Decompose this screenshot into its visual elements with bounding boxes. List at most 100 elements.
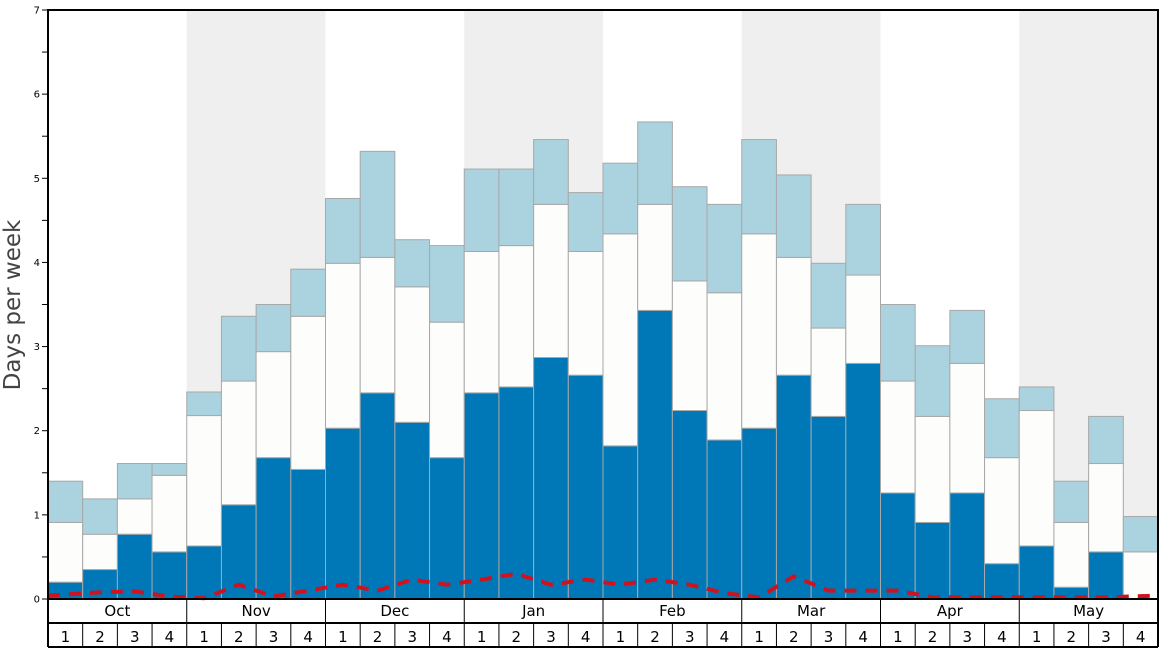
bar-segment-2 bbox=[255, 351, 292, 459]
bar-segment-2 bbox=[775, 256, 812, 376]
week-label: 2 bbox=[95, 628, 105, 646]
bar-segment-3 bbox=[775, 174, 812, 258]
bar-segment-2 bbox=[706, 292, 743, 441]
bar-segment-1 bbox=[463, 392, 500, 600]
y-tick-label: 7 bbox=[34, 6, 40, 17]
bar-segment-3 bbox=[325, 197, 361, 264]
month-label: May bbox=[1073, 602, 1104, 620]
bar-segment-2 bbox=[741, 233, 777, 429]
bar-segment-1 bbox=[914, 521, 951, 600]
bar-segment-1 bbox=[325, 427, 361, 600]
bar-segment-3 bbox=[394, 239, 431, 288]
month-label: Jan bbox=[521, 602, 545, 620]
bar-segment-3 bbox=[498, 168, 535, 247]
week-label: 4 bbox=[858, 628, 868, 646]
bar-segment-3 bbox=[602, 162, 639, 235]
week-label: 1 bbox=[1032, 628, 1042, 646]
bar-segment-1 bbox=[186, 545, 222, 600]
bar-segment-1 bbox=[1018, 545, 1055, 600]
bar-segment-2 bbox=[186, 415, 222, 547]
bar-segment-3 bbox=[706, 203, 743, 294]
bar-segment-2 bbox=[810, 327, 847, 417]
week-label: 4 bbox=[997, 628, 1007, 646]
bar-segment-3 bbox=[82, 498, 118, 535]
month-label: Mar bbox=[797, 602, 826, 620]
bar-segment-2 bbox=[82, 533, 118, 571]
week-label: 1 bbox=[754, 628, 764, 646]
bar-segment-1 bbox=[741, 427, 777, 600]
week-label: 3 bbox=[546, 628, 556, 646]
bar-segment-2 bbox=[325, 262, 361, 429]
y-tick-label: 5 bbox=[34, 174, 40, 185]
bar-segment-3 bbox=[1122, 516, 1159, 553]
bar-segment-2 bbox=[290, 315, 326, 470]
bar-segment-3 bbox=[429, 245, 465, 323]
week-label: 1 bbox=[893, 628, 903, 646]
bar-segment-2 bbox=[671, 280, 708, 412]
bar-segment-2 bbox=[220, 380, 257, 506]
bar-segment-2 bbox=[394, 286, 431, 423]
bar-segment-3 bbox=[880, 304, 916, 382]
bar-segment-1 bbox=[116, 533, 153, 600]
bar-segment-1 bbox=[567, 374, 604, 600]
trend-line bbox=[47, 571, 1159, 601]
y-tick-label: 0 bbox=[34, 595, 40, 606]
week-label: 4 bbox=[165, 628, 175, 646]
bar-segment-2 bbox=[914, 415, 951, 523]
bar-segment-1 bbox=[984, 563, 1020, 600]
bar-segment-3 bbox=[567, 192, 604, 252]
bar-segment-3 bbox=[116, 463, 153, 500]
week-label: 1 bbox=[616, 628, 626, 646]
y-axis-title: Days per week bbox=[0, 219, 26, 390]
bar-segment-1 bbox=[845, 362, 881, 600]
week-label: 3 bbox=[1101, 628, 1111, 646]
y-tick-label: 6 bbox=[34, 90, 40, 101]
bar-segment-3 bbox=[533, 139, 569, 205]
bars bbox=[47, 121, 1159, 600]
bar-segment-1 bbox=[671, 410, 708, 600]
week-label: 2 bbox=[928, 628, 938, 646]
bar-segment-1 bbox=[1088, 551, 1124, 600]
week-label: 3 bbox=[130, 628, 140, 646]
week-label: 2 bbox=[373, 628, 383, 646]
bar-segment-1 bbox=[82, 569, 118, 600]
bar-segment-3 bbox=[290, 268, 326, 317]
week-label: 3 bbox=[685, 628, 695, 646]
y-tick-label: 3 bbox=[34, 342, 40, 353]
y-tick-label: 1 bbox=[34, 510, 40, 521]
bar-segment-3 bbox=[255, 304, 292, 353]
bar-segment-3 bbox=[741, 139, 777, 235]
bar-segment-1 bbox=[429, 457, 465, 600]
bar-segment-2 bbox=[151, 474, 188, 553]
week-label: 1 bbox=[199, 628, 209, 646]
bar-segment-2 bbox=[637, 203, 673, 311]
week-label: 4 bbox=[303, 628, 313, 646]
bar-segment-1 bbox=[290, 468, 326, 600]
week-label: 4 bbox=[720, 628, 730, 646]
bar-segment-3 bbox=[637, 121, 673, 205]
week-label: 2 bbox=[1067, 628, 1077, 646]
bar-segment-2 bbox=[845, 274, 881, 364]
bar-segment-2 bbox=[1122, 551, 1159, 600]
bar-segment-2 bbox=[498, 245, 535, 388]
bar-segment-3 bbox=[186, 391, 222, 417]
bar-segment-3 bbox=[463, 168, 500, 252]
bar-segment-1 bbox=[775, 374, 812, 600]
bar-segment-3 bbox=[845, 203, 881, 276]
month-label: Nov bbox=[241, 602, 270, 620]
bar-segment-3 bbox=[984, 398, 1020, 459]
week-label: 3 bbox=[824, 628, 834, 646]
bar-segment-3 bbox=[671, 186, 708, 282]
month-label: Dec bbox=[380, 602, 409, 620]
week-label: 4 bbox=[1136, 628, 1146, 646]
month-label: Oct bbox=[104, 602, 130, 620]
bar-segment-1 bbox=[637, 309, 673, 600]
y-tick-label: 4 bbox=[34, 258, 40, 269]
bar-segment-2 bbox=[463, 250, 500, 394]
bar-segment-2 bbox=[1088, 463, 1124, 553]
month-label: Feb bbox=[659, 602, 686, 620]
month-label: Apr bbox=[937, 602, 964, 620]
bar-segment-2 bbox=[984, 457, 1020, 565]
week-label: 4 bbox=[581, 628, 591, 646]
bar-segment-1 bbox=[602, 445, 639, 600]
